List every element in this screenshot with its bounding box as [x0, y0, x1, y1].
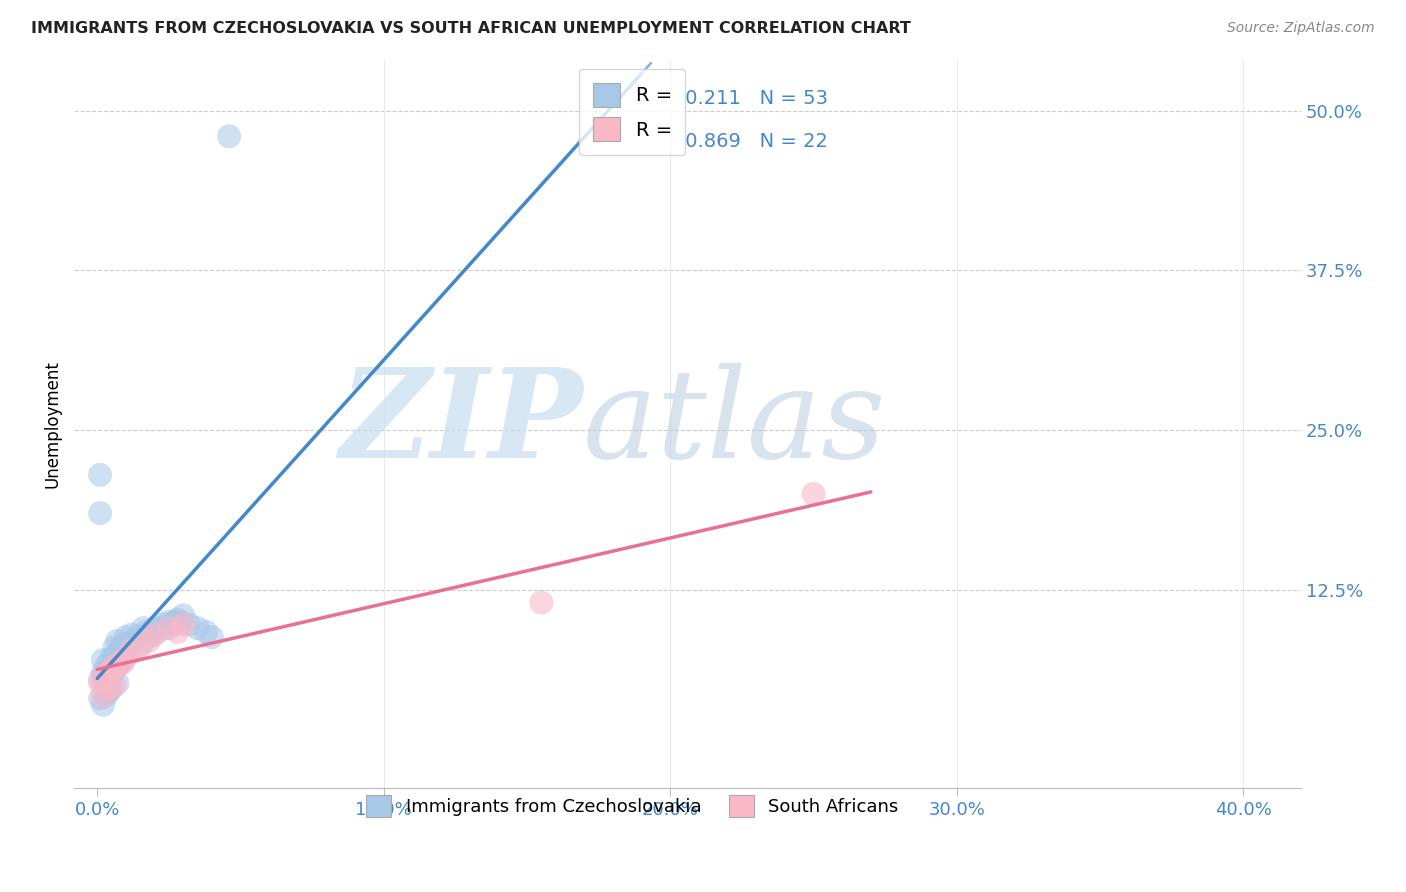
Text: atlas: atlas: [583, 363, 887, 484]
Point: [108, 656, 131, 670]
Point: [141, 625, 163, 640]
Point: [94, 689, 117, 703]
Point: [163, 615, 186, 629]
Point: [89, 676, 111, 690]
Point: [143, 621, 166, 635]
Point: [127, 630, 149, 644]
Point: [97, 685, 120, 699]
Point: [152, 617, 174, 632]
Text: ZIP: ZIP: [339, 363, 583, 484]
Point: [169, 615, 191, 629]
Point: [91, 665, 114, 680]
Point: [129, 640, 152, 655]
Point: [143, 627, 166, 641]
Point: [111, 656, 134, 670]
Point: [89, 691, 111, 706]
Point: [89, 467, 111, 482]
Point: [91, 653, 114, 667]
Point: [186, 621, 208, 635]
Point: [97, 656, 120, 670]
Text: IMMIGRANTS FROM CZECHOSLOVAKIA VS SOUTH AFRICAN UNEMPLOYMENT CORRELATION CHART: IMMIGRANTS FROM CZECHOSLOVAKIA VS SOUTH …: [31, 21, 911, 36]
Point: [108, 640, 131, 655]
Legend: Immigrants from Czechoslovakia, South Africans: Immigrants from Czechoslovakia, South Af…: [357, 786, 907, 826]
Point: [97, 668, 120, 682]
Point: [195, 625, 218, 640]
Text: Source: ZipAtlas.com: Source: ZipAtlas.com: [1227, 21, 1375, 35]
Text: 0.211   N = 53: 0.211 N = 53: [679, 89, 828, 108]
Point: [149, 621, 172, 635]
Point: [146, 625, 169, 640]
Point: [160, 617, 183, 632]
Point: [103, 679, 125, 693]
Point: [530, 596, 553, 610]
Point: [91, 673, 114, 687]
Point: [103, 663, 125, 677]
Point: [115, 650, 138, 665]
Point: [201, 630, 224, 644]
Point: [97, 665, 120, 680]
Point: [166, 625, 188, 640]
Point: [172, 608, 194, 623]
Point: [115, 630, 138, 644]
Point: [121, 643, 143, 657]
Point: [91, 698, 114, 712]
Point: [100, 650, 122, 665]
Point: [177, 617, 200, 632]
Point: [218, 129, 240, 144]
Point: [105, 647, 128, 661]
Point: [124, 634, 146, 648]
Point: [105, 676, 128, 690]
Point: [108, 656, 131, 670]
Point: [94, 673, 117, 687]
Point: [111, 638, 134, 652]
Point: [103, 650, 125, 665]
Point: [97, 681, 120, 696]
Point: [91, 689, 114, 703]
Point: [100, 681, 122, 696]
Point: [100, 665, 122, 680]
Point: [129, 638, 152, 652]
Point: [172, 617, 194, 632]
Point: [803, 487, 825, 501]
Point: [105, 634, 128, 648]
Point: [118, 638, 141, 652]
Point: [138, 630, 160, 644]
Point: [103, 659, 125, 673]
Point: [115, 643, 138, 657]
Point: [111, 650, 134, 665]
Text: 0.869   N = 22: 0.869 N = 22: [679, 132, 828, 152]
Y-axis label: Unemployment: Unemployment: [44, 359, 60, 488]
Point: [138, 634, 160, 648]
Point: [157, 621, 180, 635]
Point: [94, 668, 117, 682]
Point: [103, 640, 125, 655]
Point: [155, 621, 177, 635]
Point: [135, 625, 157, 640]
Point: [105, 659, 128, 673]
Point: [121, 627, 143, 641]
Point: [157, 615, 180, 629]
Point: [94, 659, 117, 673]
Point: [89, 673, 111, 687]
Point: [100, 663, 122, 677]
Point: [132, 621, 155, 635]
Point: [166, 612, 188, 626]
Point: [89, 506, 111, 520]
